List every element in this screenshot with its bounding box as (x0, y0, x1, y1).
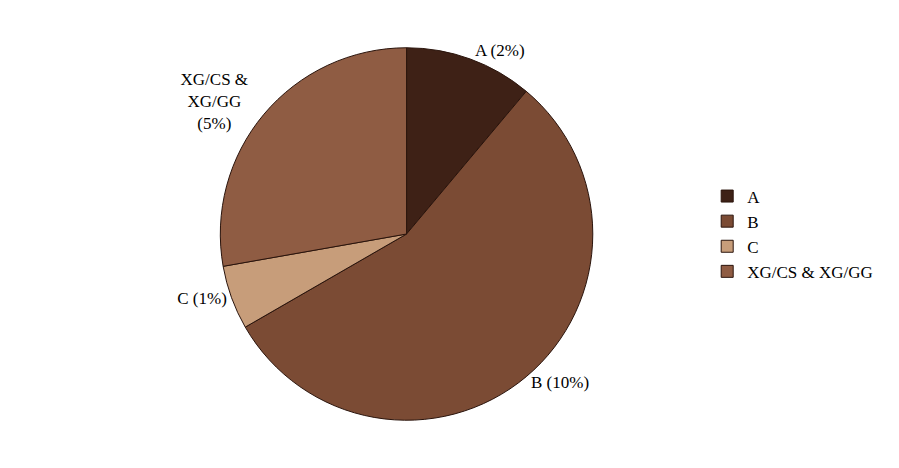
svg-text:XG/CS & XG/GG: XG/CS & XG/GG (747, 263, 873, 282)
svg-text:A (2%): A (2%) (475, 41, 525, 60)
svg-text:B: B (747, 213, 758, 232)
svg-text:B (10%): B (10%) (531, 373, 589, 392)
svg-text:A: A (747, 188, 760, 207)
svg-text:XG/CS &XG/GG(5%): XG/CS &XG/GG(5%) (181, 70, 249, 133)
svg-text:C: C (747, 238, 758, 257)
svg-text:C (1%): C (1%) (177, 289, 227, 308)
